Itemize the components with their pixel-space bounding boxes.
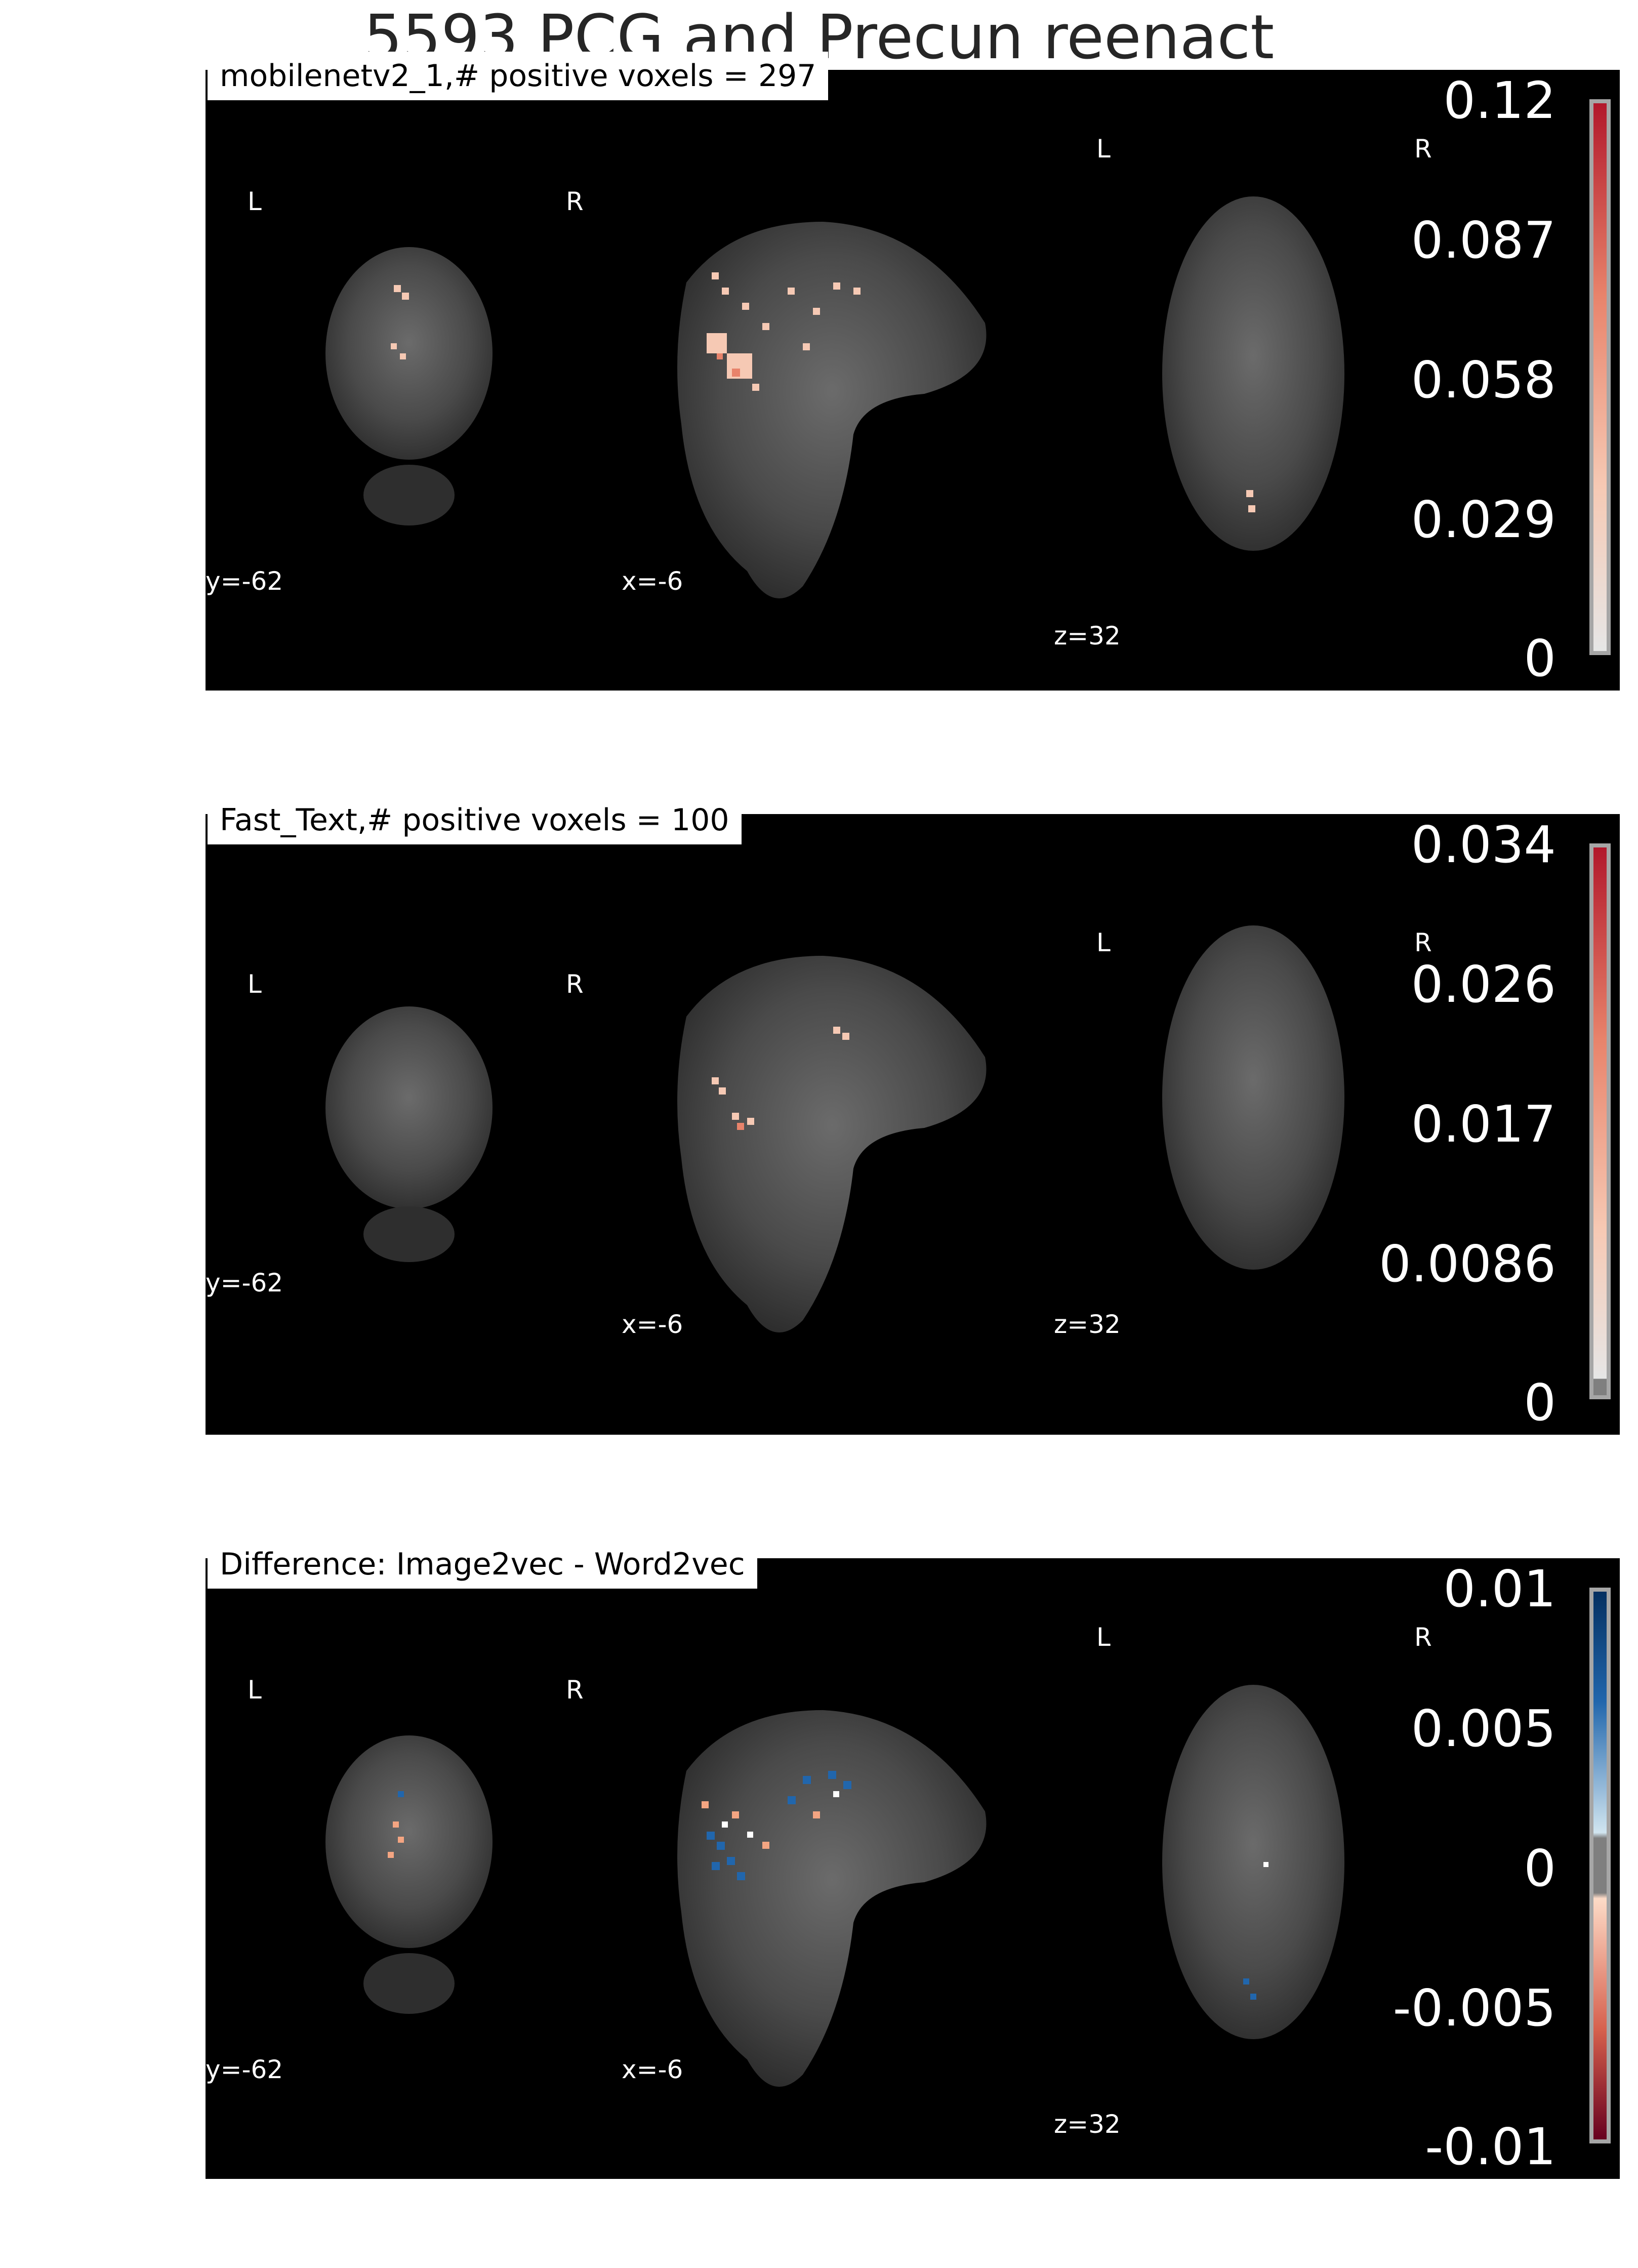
activation-voxels [712, 1027, 849, 1125]
colorbar-tick: 0.005 [1411, 1699, 1556, 1758]
coronal-slice [325, 247, 493, 460]
coronal-left-marker: L [248, 187, 262, 216]
brain-slices [325, 196, 1344, 598]
colorbar-tick: 0.087 [1411, 211, 1556, 270]
colorbar [1589, 99, 1611, 655]
coronal-slice [325, 1735, 493, 1948]
brain-panel-3: Difference: Image2vec - Word2vec L R L R… [206, 1540, 1620, 2179]
cut-x-label: x=-6 [622, 566, 683, 596]
colorbar-tick: 0.12 [1443, 71, 1556, 130]
activation-voxels [391, 272, 1255, 512]
colorbar-tick: 0.0086 [1379, 1234, 1556, 1293]
colorbar-tick: 0 [1524, 1839, 1556, 1898]
colorbar [1589, 1588, 1611, 2143]
colorbar-tick: 0.058 [1411, 350, 1556, 410]
cut-y-label: y=-62 [206, 2055, 283, 2084]
coronal-left-marker: L [248, 1675, 262, 1705]
brain-slices [325, 1685, 1344, 2087]
brain-panel-1: mobilenetv2_1,# positive voxels = 297 L … [206, 52, 1620, 691]
colorbar-tick: 0.029 [1411, 490, 1556, 549]
cut-z-label: z=32 [1054, 1310, 1121, 1339]
brain-slices [325, 925, 1344, 1332]
cut-z-label: z=32 [1054, 2110, 1121, 2139]
cerebellum-slice [363, 1206, 455, 1262]
axial-left-marker: L [1096, 1623, 1111, 1652]
colorbar-tick: 0 [1524, 629, 1556, 688]
axial-right-marker: R [1414, 1623, 1432, 1652]
colorbar-tick: 0.026 [1411, 955, 1556, 1014]
coronal-right-marker: R [566, 969, 584, 999]
panel-label: mobilenetv2_1,# positive voxels = 297 [208, 52, 829, 100]
cut-y-label: y=-62 [206, 1268, 283, 1298]
panel-label: Difference: Image2vec - Word2vec [208, 1540, 757, 1589]
sagittal-slice [677, 1710, 987, 2087]
sagittal-slice [677, 956, 987, 1332]
sagittal-slice [677, 222, 987, 598]
axial-right-marker: R [1414, 928, 1432, 957]
cerebellum-slice [363, 465, 455, 525]
coronal-left-marker: L [248, 969, 262, 999]
coronal-right-marker: R [566, 1675, 584, 1705]
brain-panel-2: Fast_Text,# positive voxels = 100 L R L … [206, 796, 1620, 1435]
activation-voxels [398, 1771, 1256, 2000]
axial-right-marker: R [1414, 134, 1432, 164]
cut-z-label: z=32 [1054, 621, 1121, 651]
axial-slice [1162, 1685, 1344, 2039]
colorbar-tick: -0.01 [1425, 2117, 1556, 2176]
axial-left-marker: L [1096, 134, 1111, 164]
cut-y-label: y=-62 [206, 566, 283, 596]
colorbar [1589, 843, 1611, 1399]
cut-x-label: x=-6 [622, 1310, 683, 1339]
axial-left-marker: L [1096, 928, 1111, 957]
colorbar-tick: 0.034 [1411, 815, 1556, 874]
coronal-slice [325, 1006, 493, 1209]
axial-slice [1162, 196, 1344, 551]
colorbar-tick: -0.005 [1393, 1978, 1556, 2038]
colorbar-tick: 0 [1524, 1373, 1556, 1432]
coronal-right-marker: R [566, 187, 584, 216]
cerebellum-slice [363, 1953, 455, 2014]
panel-label: Fast_Text,# positive voxels = 100 [208, 796, 742, 844]
colorbar-tick: 0.01 [1443, 1559, 1556, 1618]
axial-slice [1162, 925, 1344, 1270]
colorbar-tick: 0.017 [1411, 1095, 1556, 1154]
cut-x-label: x=-6 [622, 2055, 683, 2084]
